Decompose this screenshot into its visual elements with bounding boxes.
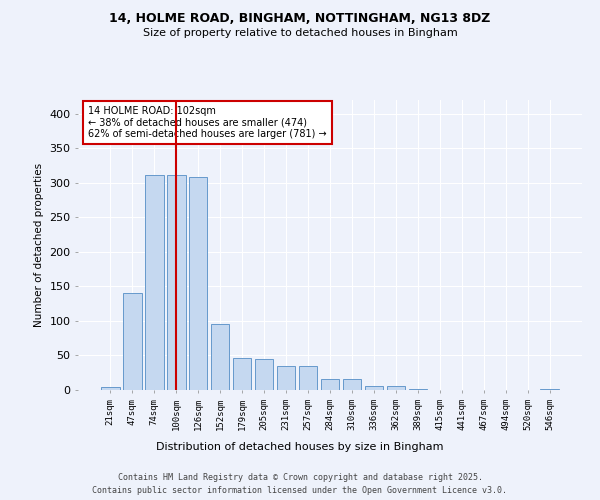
Bar	[101, 387, 119, 390]
Bar	[299, 366, 317, 390]
Bar	[277, 366, 295, 390]
Text: Distribution of detached houses by size in Bingham: Distribution of detached houses by size …	[156, 442, 444, 452]
Bar	[320, 379, 340, 390]
Bar	[211, 324, 229, 390]
Text: Contains HM Land Registry data © Crown copyright and database right 2025.: Contains HM Land Registry data © Crown c…	[118, 472, 482, 482]
Bar	[233, 358, 251, 390]
Bar	[189, 176, 208, 390]
Bar	[541, 388, 559, 390]
Bar	[365, 386, 383, 390]
Bar	[386, 386, 405, 390]
Bar	[343, 379, 361, 390]
Bar	[123, 294, 142, 390]
Bar	[255, 359, 274, 390]
Bar	[409, 388, 427, 390]
Bar	[145, 174, 164, 390]
Text: Contains public sector information licensed under the Open Government Licence v3: Contains public sector information licen…	[92, 486, 508, 495]
Text: 14, HOLME ROAD, BINGHAM, NOTTINGHAM, NG13 8DZ: 14, HOLME ROAD, BINGHAM, NOTTINGHAM, NG1…	[109, 12, 491, 26]
Text: Size of property relative to detached houses in Bingham: Size of property relative to detached ho…	[143, 28, 457, 38]
Bar	[167, 176, 185, 390]
Y-axis label: Number of detached properties: Number of detached properties	[34, 163, 44, 327]
Text: 14 HOLME ROAD: 102sqm
← 38% of detached houses are smaller (474)
62% of semi-det: 14 HOLME ROAD: 102sqm ← 38% of detached …	[88, 106, 327, 139]
